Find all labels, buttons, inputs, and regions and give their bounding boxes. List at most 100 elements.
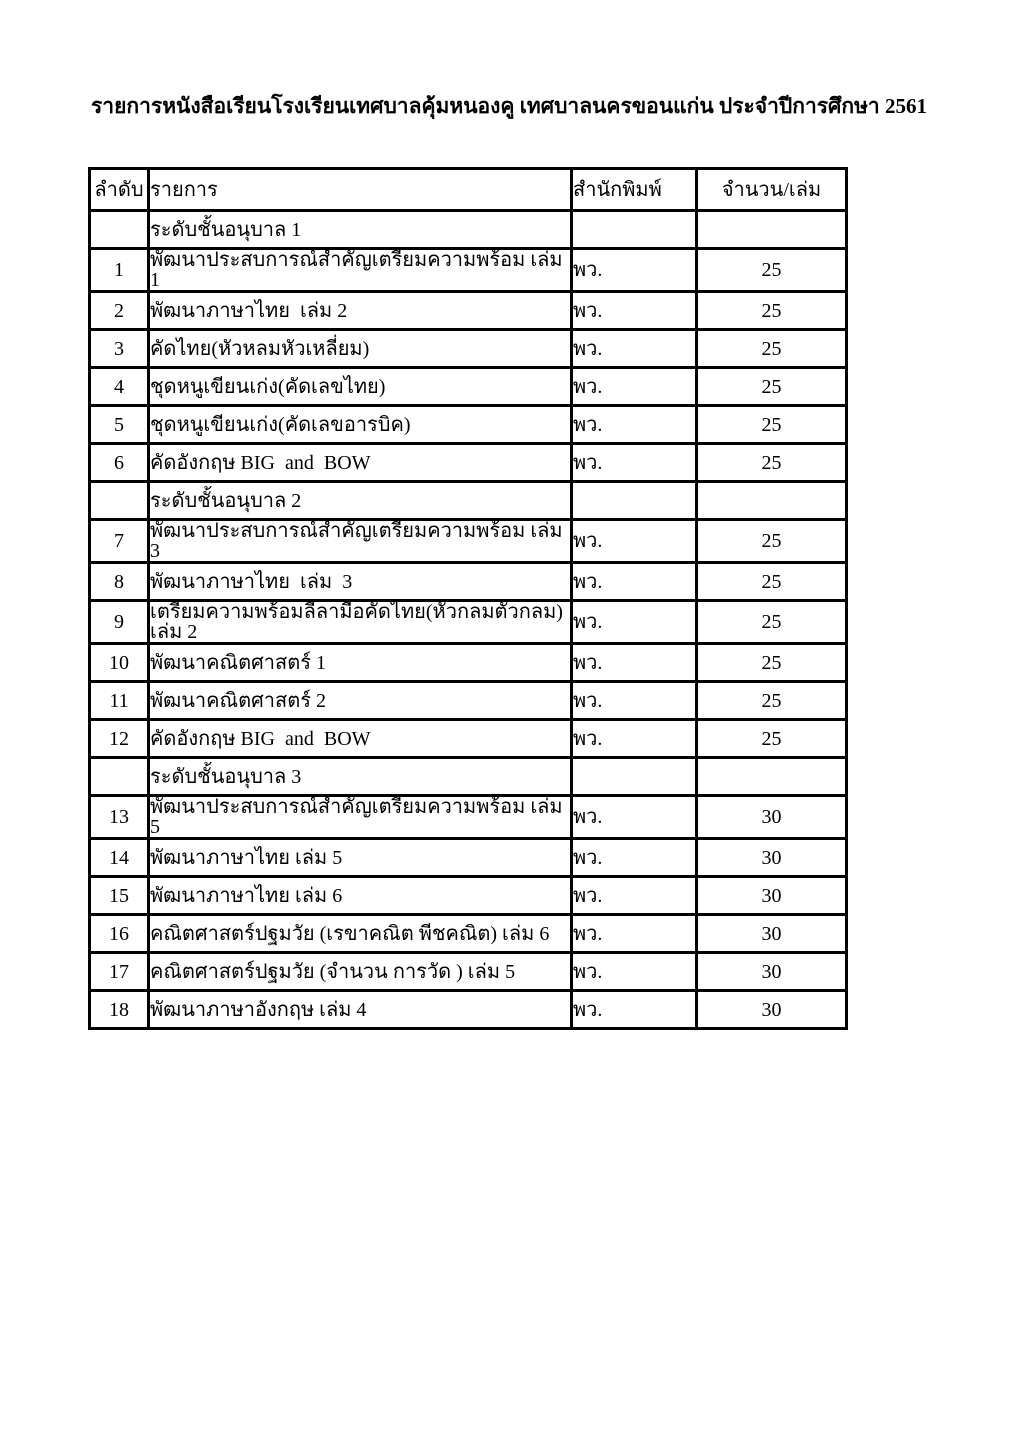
row-number-cell: 12: [88, 718, 150, 759]
publisher-cell: พว.: [570, 366, 698, 407]
row-number-cell: 17: [88, 951, 150, 992]
item-name-cell: คณิตศาสตร์ปฐมวัย (จำนวน การวัด ) เล่ม 5: [147, 951, 573, 992]
item-name-cell: พัฒนาภาษาไทย เล่ม 2: [147, 290, 573, 331]
row-number-cell: 15: [88, 875, 150, 916]
publisher-cell: พว.: [570, 518, 698, 564]
item-name-cell: พัฒนาภาษาไทย เล่ม 5: [147, 837, 573, 878]
table-row: 10 พัฒนาคณิตศาสตร์ 1 พว. 25: [88, 642, 848, 683]
publisher-cell: พว.: [570, 599, 698, 645]
quantity-cell: 25: [695, 718, 848, 759]
quantity-cell: 30: [695, 989, 848, 1030]
quantity-cell: 30: [695, 913, 848, 954]
publisher-cell: พว.: [570, 561, 698, 602]
publisher-cell: [570, 480, 698, 521]
item-name-cell: คัดอังกฤษ BIG and BOW: [147, 442, 573, 483]
publisher-cell: พว.: [570, 913, 698, 954]
book-table-body: ระดับชั้นอนุบาล 1 1 พัฒนาประสบการณ์สำคัญเต…: [88, 209, 848, 1030]
row-number-cell: 10: [88, 642, 150, 683]
quantity-cell: 25: [695, 328, 848, 369]
table-row: 12 คัดอังกฤษ BIG and BOW พว. 25: [88, 718, 848, 759]
quantity-cell: 25: [695, 561, 848, 602]
header-cell-item: รายการ: [147, 167, 573, 212]
row-number-cell: 11: [88, 680, 150, 721]
section-title: ระดับชั้นอนุบาล 1: [147, 209, 573, 250]
quantity-cell: 25: [695, 599, 848, 645]
section-title: ระดับชั้นอนุบาล 3: [147, 756, 573, 797]
item-name-cell: ชุดหนูเขียนเก่ง(คัดเลขอารบิค): [147, 404, 573, 445]
item-name-cell: ชุดหนูเขียนเก่ง(คัดเลขไทย): [147, 366, 573, 407]
publisher-cell: [570, 209, 698, 250]
item-name-cell: พัฒนาประสบการณ์สำคัญเตรียมความพร้อม เล่ม…: [147, 518, 573, 564]
row-number-cell: 4: [88, 366, 150, 407]
publisher-cell: [570, 756, 698, 797]
row-number-cell: 5: [88, 404, 150, 445]
item-name-cell: คัดไทย(หัวหลมหัวเหลี่ยม): [147, 328, 573, 369]
quantity-cell: 30: [695, 794, 848, 840]
header-cell-publisher: สำนักพิมพ์: [570, 167, 698, 212]
publisher-cell: พว.: [570, 404, 698, 445]
publisher-cell: พว.: [570, 718, 698, 759]
item-name-cell: พัฒนาประสบการณ์สำคัญเตรียมความพร้อม เล่ม…: [147, 247, 573, 293]
table-row: 1 พัฒนาประสบการณ์สำคัญเตรียมความพร้อม เล่…: [88, 247, 848, 293]
publisher-cell: พว.: [570, 247, 698, 293]
publisher-cell: พว.: [570, 442, 698, 483]
item-name-cell: คัดอังกฤษ BIG and BOW: [147, 718, 573, 759]
table-row: 4 ชุดหนูเขียนเก่ง(คัดเลขไทย) พว. 25: [88, 366, 848, 407]
item-name-cell: พัฒนาภาษาอังกฤษ เล่ม 4: [147, 989, 573, 1030]
quantity-cell: 25: [695, 247, 848, 293]
table-row: 11 พัฒนาคณิตศาสตร์ 2 พว. 25: [88, 680, 848, 721]
table-row: 7 พัฒนาประสบการณ์สำคัญเตรียมความพร้อม เล่…: [88, 518, 848, 564]
quantity-cell: 25: [695, 442, 848, 483]
item-name-cell: เตรียมความพร้อมลีลามือคัดไทย(หัวกลมตัวกล…: [147, 599, 573, 645]
quantity-cell: 30: [695, 875, 848, 916]
publisher-cell: พว.: [570, 680, 698, 721]
quantity-cell: 25: [695, 680, 848, 721]
row-number-cell: [88, 209, 150, 250]
table-row: 6 คัดอังกฤษ BIG and BOW พว. 25: [88, 442, 848, 483]
item-name-cell: พัฒนาคณิตศาสตร์ 2: [147, 680, 573, 721]
item-name-cell: พัฒนาภาษาไทย เล่ม 3: [147, 561, 573, 602]
row-number-cell: 16: [88, 913, 150, 954]
quantity-cell: [695, 756, 848, 797]
quantity-cell: [695, 209, 848, 250]
header-cell-quantity: จำนวน/เล่ม: [695, 167, 848, 212]
table-row: 18 พัฒนาภาษาอังกฤษ เล่ม 4 พว. 30: [88, 989, 848, 1030]
table-row: 3 คัดไทย(หัวหลมหัวเหลี่ยม) พว. 25: [88, 328, 848, 369]
table-header-row: ลำดับ รายการ สำนักพิมพ์ จำนวน/เล่ม: [88, 167, 848, 212]
table-row: 14 พัฒนาภาษาไทย เล่ม 5 พว. 30: [88, 837, 848, 878]
publisher-cell: พว.: [570, 837, 698, 878]
publisher-cell: พว.: [570, 989, 698, 1030]
page-title: รายการหนังสือเรียนโรงเรียนเทศบาลคุ้มหนอง…: [91, 94, 927, 118]
quantity-cell: 30: [695, 837, 848, 878]
publisher-cell: พว.: [570, 642, 698, 683]
table-row: 13 พัฒนาประสบการณ์สำคัญเตรียมความพร้อม เล…: [88, 794, 848, 840]
table-row: 2 พัฒนาภาษาไทย เล่ม 2 พว. 25: [88, 290, 848, 331]
section-row: ระดับชั้นอนุบาล 2: [88, 480, 848, 521]
item-name-cell: พัฒนาประสบการณ์สำคัญเตรียมความพร้อม เล่ม…: [147, 794, 573, 840]
table-row: 15 พัฒนาภาษาไทย เล่ม 6 พว. 30: [88, 875, 848, 916]
table-row: 17 คณิตศาสตร์ปฐมวัย (จำนวน การวัด ) เล่ม …: [88, 951, 848, 992]
section-row: ระดับชั้นอนุบาล 3: [88, 756, 848, 797]
publisher-cell: พว.: [570, 951, 698, 992]
table-row: 5 ชุดหนูเขียนเก่ง(คัดเลขอารบิค) พว. 25: [88, 404, 848, 445]
table-row: 9 เตรียมความพร้อมลีลามือคัดไทย(หัวกลมตัวก…: [88, 599, 848, 645]
book-list-table: ลำดับ รายการ สำนักพิมพ์ จำนวน/เล่ม ระดับ…: [88, 167, 848, 1030]
section-row: ระดับชั้นอนุบาล 1: [88, 209, 848, 250]
row-number-cell: 3: [88, 328, 150, 369]
table-row: 16 คณิตศาสตร์ปฐมวัย (เรขาคณิต พีชคณิต) เล…: [88, 913, 848, 954]
row-number-cell: 14: [88, 837, 150, 878]
table-row: 8 พัฒนาภาษาไทย เล่ม 3 พว. 25: [88, 561, 848, 602]
row-number-cell: 18: [88, 989, 150, 1030]
row-number-cell: 8: [88, 561, 150, 602]
row-number-cell: [88, 480, 150, 521]
publisher-cell: พว.: [570, 328, 698, 369]
row-number-cell: 1: [88, 247, 150, 293]
quantity-cell: 25: [695, 290, 848, 331]
quantity-cell: 30: [695, 951, 848, 992]
publisher-cell: พว.: [570, 794, 698, 840]
quantity-cell: 25: [695, 366, 848, 407]
item-name-cell: พัฒนาคณิตศาสตร์ 1: [147, 642, 573, 683]
publisher-cell: พว.: [570, 875, 698, 916]
row-number-cell: [88, 756, 150, 797]
